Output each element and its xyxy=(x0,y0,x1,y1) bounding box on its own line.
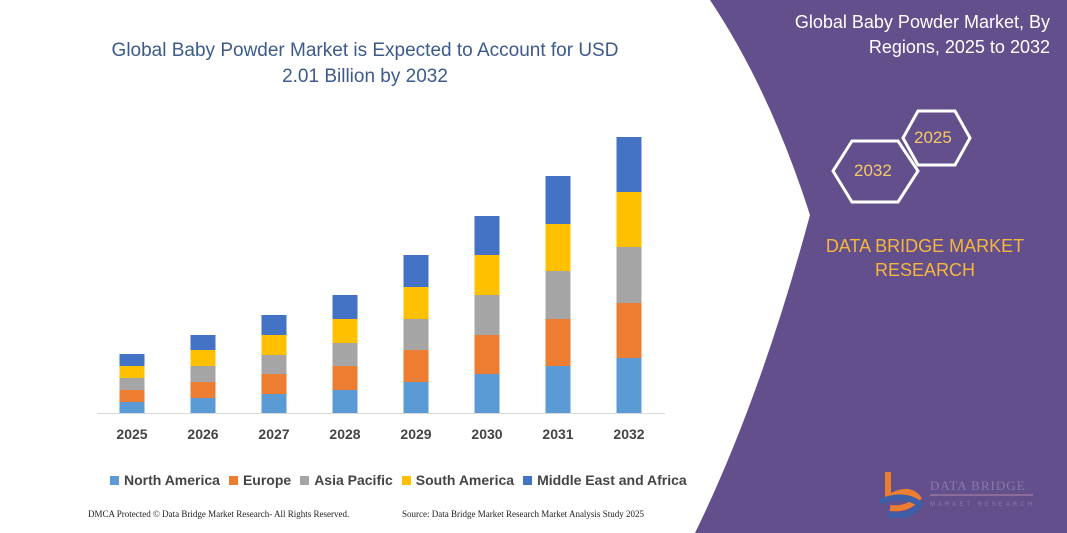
legend-item: Middle East and Africa xyxy=(523,472,687,488)
bar-segment-2027-asia-pacific xyxy=(261,355,287,374)
bar-segment-2028-asia-pacific xyxy=(332,343,358,366)
stacked-bar-chart: 2025 2026 2027 2028 2029 2030 2031 2032 xyxy=(97,137,665,442)
bar-segment-2029-north-america xyxy=(403,382,429,413)
x-tick-label: 2028 xyxy=(329,426,360,442)
legend-label: Asia Pacific xyxy=(314,472,393,488)
bar-segment-2031-middle-east-and-africa xyxy=(545,176,571,224)
x-tick-label: 2030 xyxy=(471,426,502,442)
legend-swatch xyxy=(110,475,119,485)
bar-segment-2032-middle-east-and-africa xyxy=(616,137,642,192)
bar-segment-2029-south-america xyxy=(403,287,429,319)
legend-swatch xyxy=(228,475,238,485)
bar-segment-2027-europe xyxy=(261,374,287,394)
bar-segment-2028-europe xyxy=(332,366,358,390)
bar-segment-2031-europe xyxy=(545,319,571,366)
svg-text:DATA BRIDGE: DATA BRIDGE xyxy=(930,478,1026,493)
bar-segment-2028-south-america xyxy=(332,319,358,343)
bar-segment-2027-north-america xyxy=(261,394,287,413)
x-tick-label: 2032 xyxy=(613,426,644,442)
data-bridge-logo: DATA BRIDGE MARKET RESEARCH xyxy=(878,472,1035,518)
bar-segment-2032-europe xyxy=(616,303,642,358)
bar-segment-2031-asia-pacific xyxy=(545,271,571,319)
hex-year-2025: 2025 xyxy=(914,128,952,147)
bar-segment-2025-north-america xyxy=(119,402,145,413)
bar-segment-2025-south-america xyxy=(119,366,145,378)
bar-segment-2029-europe xyxy=(403,350,429,382)
legend-item: North America xyxy=(110,472,220,488)
bar-segment-2026-north-america xyxy=(190,398,216,413)
legend-label: South America xyxy=(415,472,515,488)
legend: North America Europe Asia Pacific South Ame… xyxy=(110,472,687,488)
bar-segment-2031-north-america xyxy=(545,366,571,413)
brand-text: DATA BRIDGE MARKET RESEARCH xyxy=(825,236,1025,280)
footer-source: Source: Data Bridge Market Research Mark… xyxy=(402,509,644,519)
bar-segment-2025-europe xyxy=(119,390,145,402)
x-tick-label: 2026 xyxy=(187,426,218,442)
footer-copyright: DMCA Protected © Data Bridge Market Rese… xyxy=(88,509,350,519)
panel-title: Global Baby Powder Market, By Regions, 2… xyxy=(794,12,1050,57)
hexagon-2032 xyxy=(831,139,920,204)
bar-segment-2026-europe xyxy=(190,382,216,398)
bar-segment-2030-middle-east-and-africa xyxy=(474,216,500,255)
legend-label: Middle East and Africa xyxy=(537,472,687,488)
chart-title: Global Baby Powder Market is Expected to… xyxy=(111,40,619,87)
bar-segment-2032-north-america xyxy=(616,358,642,413)
bar-segment-2026-asia-pacific xyxy=(190,366,216,382)
svg-text:MARKET RESEARCH: MARKET RESEARCH xyxy=(930,502,1035,508)
x-tick-label: 2025 xyxy=(116,426,147,442)
legend-swatch xyxy=(523,475,533,485)
bar-segment-2025-asia-pacific xyxy=(119,378,145,390)
x-tick-label: 2029 xyxy=(400,426,431,442)
legend-label: North America xyxy=(124,472,220,488)
legend-item: Europe xyxy=(228,472,292,488)
x-tick-label: 2027 xyxy=(258,426,289,442)
bar-segment-2030-asia-pacific xyxy=(474,295,500,335)
bar-segment-2030-south-america xyxy=(474,255,500,295)
legend-label: Europe xyxy=(242,472,292,488)
legend-item: South America xyxy=(401,472,515,488)
bar-segment-2026-south-america xyxy=(190,350,216,366)
bar-segment-2028-north-america xyxy=(332,390,358,413)
bar-segment-2025-middle-east-and-africa xyxy=(119,354,145,366)
legend-swatch xyxy=(401,475,411,485)
hex-year-2032: 2032 xyxy=(854,161,892,180)
bar-segment-2032-asia-pacific xyxy=(616,247,642,303)
bar-segment-2030-north-america xyxy=(474,374,500,413)
x-tick-label: 2031 xyxy=(542,426,573,442)
bar-segment-2027-middle-east-and-africa xyxy=(261,315,287,335)
hexagon-2025 xyxy=(901,109,972,167)
legend-swatch xyxy=(300,475,310,485)
bar-segment-2031-south-america xyxy=(545,224,571,271)
bar-segment-2028-middle-east-and-africa xyxy=(332,295,358,319)
bar-segment-2030-europe xyxy=(474,335,500,374)
legend-item: Asia Pacific xyxy=(300,472,393,488)
bar-segment-2032-south-america xyxy=(616,192,642,247)
bar-segment-2027-south-america xyxy=(261,335,287,355)
bar-segment-2029-middle-east-and-africa xyxy=(403,255,429,287)
bar-segment-2029-asia-pacific xyxy=(403,319,429,350)
bar-segment-2026-middle-east-and-africa xyxy=(190,335,216,350)
